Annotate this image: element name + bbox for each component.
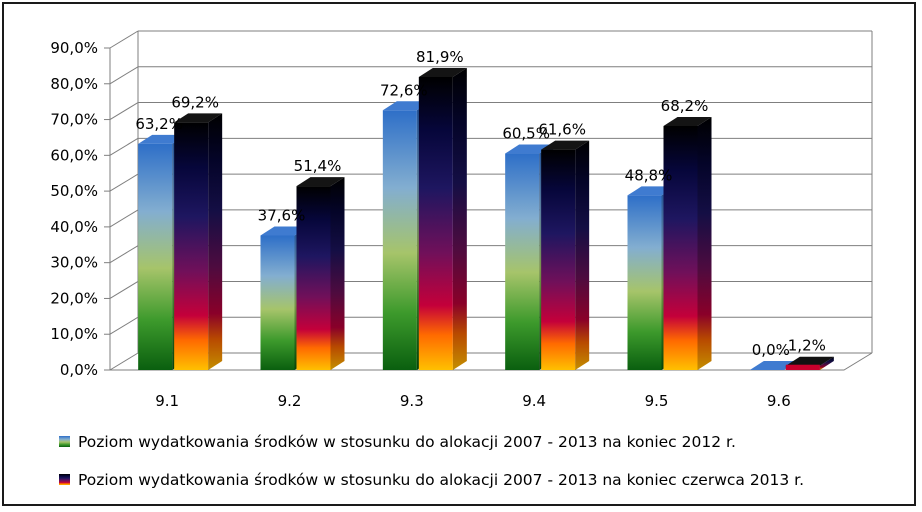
data-label: 0,0% bbox=[752, 341, 790, 359]
gridline-diagonal bbox=[109, 137, 139, 156]
y-tick-label: 50,0% bbox=[50, 182, 98, 200]
bar-front bbox=[174, 122, 209, 370]
gridline-diagonal bbox=[109, 173, 139, 192]
gridline-diagonal bbox=[109, 66, 139, 85]
chart-frame: 0,0% 10,0% 20,0% 30,0% 40,0% 50,0% 60,0% 70,0% 8… bbox=[2, 2, 916, 506]
data-label: 63,2% bbox=[135, 115, 183, 133]
bar-front bbox=[382, 110, 417, 371]
gridline-diagonal bbox=[109, 352, 139, 371]
x-axis-line bbox=[110, 352, 873, 371]
y-tick-label: 90,0% bbox=[50, 39, 98, 57]
bar-front bbox=[505, 153, 540, 370]
x-tick-label: 9.1 bbox=[155, 392, 179, 410]
legend-item-1: Poziom wydatkowania środków w stosunku d… bbox=[59, 433, 736, 451]
bar-front bbox=[418, 76, 453, 370]
data-label: 48,8% bbox=[625, 166, 673, 184]
bar-top bbox=[296, 177, 345, 187]
legend-swatch bbox=[59, 436, 70, 447]
bar-series-2-9.5 bbox=[663, 116, 712, 371]
y-tick-label: 40,0% bbox=[50, 218, 98, 236]
bar-top bbox=[418, 67, 467, 77]
x-tick-label: 9.4 bbox=[522, 392, 546, 410]
legend: Poziom wydatkowania środków w stosunku d… bbox=[59, 433, 804, 489]
x-tick-label: 9.5 bbox=[645, 392, 669, 410]
legend-item-2: Poziom wydatkowania środków w stosunku d… bbox=[59, 471, 804, 489]
x-tick-label: 9.2 bbox=[278, 392, 302, 410]
gridline-diagonal bbox=[109, 281, 139, 299]
bar-chart: 0,0% 10,0% 20,0% 30,0% 40,0% 50,0% 60,0% 70,0% 8… bbox=[50, 30, 873, 489]
x-tick-label: 9.3 bbox=[400, 392, 424, 410]
data-label: 1,2% bbox=[788, 337, 826, 355]
gridline-diagonal bbox=[109, 316, 139, 335]
data-label: 37,6% bbox=[258, 206, 306, 224]
bar-side bbox=[575, 140, 590, 370]
axes: 0,0% 10,0% 20,0% 30,0% 40,0% 50,0% 60,0% 70,0% 8… bbox=[50, 31, 873, 410]
bar-front bbox=[260, 235, 295, 370]
y-tick-label: 70,0% bbox=[50, 111, 98, 129]
bar-side bbox=[819, 356, 834, 370]
data-label: 51,4% bbox=[294, 157, 342, 175]
bar-series-2-9.3 bbox=[418, 67, 467, 371]
bar-series-2-9.2 bbox=[296, 177, 345, 370]
bar-front bbox=[138, 143, 173, 370]
y-tick-label: 80,0% bbox=[50, 75, 98, 93]
bar-front bbox=[785, 364, 820, 370]
data-labels: 63,2% 69,2% 37,6% 51,4% 72,6% 81,9% 60,5%61,6%… bbox=[135, 48, 826, 359]
y-tick-label: 10,0% bbox=[50, 325, 98, 343]
bar-series-2-9.6 bbox=[785, 356, 834, 370]
bar-top bbox=[174, 113, 223, 123]
bar-top bbox=[541, 140, 590, 150]
gridline-diagonal bbox=[109, 209, 139, 228]
legend-swatch bbox=[59, 474, 70, 485]
legend-label: Poziom wydatkowania środków w stosunku d… bbox=[78, 471, 804, 489]
bar-series-2-9.4 bbox=[541, 140, 590, 370]
gridline-diagonal bbox=[109, 30, 139, 49]
y-tick-label: 20,0% bbox=[50, 289, 98, 307]
bar-front bbox=[627, 195, 662, 370]
bar-top bbox=[663, 116, 712, 126]
data-label: 61,6% bbox=[538, 121, 586, 139]
y-tick-label: 60,0% bbox=[50, 146, 98, 164]
gridlines bbox=[109, 30, 872, 371]
data-label: 60,5% bbox=[502, 125, 550, 143]
bar-side bbox=[452, 67, 467, 371]
x-tick-label: 9.6 bbox=[767, 392, 791, 410]
gridline-diagonal bbox=[109, 102, 139, 120]
bar-top bbox=[785, 356, 834, 366]
bar-front bbox=[541, 149, 576, 370]
data-label: 68,2% bbox=[661, 97, 709, 115]
bar-side bbox=[330, 177, 345, 370]
bar-side bbox=[697, 116, 712, 371]
legend-label: Poziom wydatkowania środków w stosunku d… bbox=[78, 433, 736, 451]
y-tick-label: 0,0% bbox=[60, 361, 98, 379]
gridline-diagonal bbox=[109, 245, 139, 264]
bar-front bbox=[663, 125, 698, 371]
bars bbox=[138, 67, 834, 371]
bar-side bbox=[208, 113, 223, 370]
y-tick-label: 30,0% bbox=[50, 254, 98, 272]
data-label: 81,9% bbox=[416, 48, 464, 66]
data-label: 69,2% bbox=[171, 93, 219, 111]
bar-front bbox=[296, 186, 331, 370]
bar-series-2-9.1 bbox=[174, 113, 223, 370]
data-label: 72,6% bbox=[380, 81, 428, 99]
